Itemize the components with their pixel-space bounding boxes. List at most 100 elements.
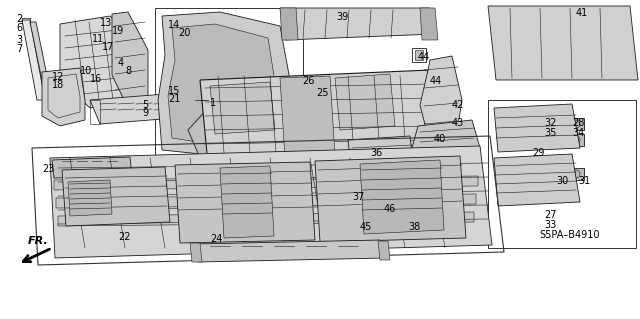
Polygon shape bbox=[340, 190, 362, 216]
Polygon shape bbox=[30, 22, 52, 100]
Text: 36: 36 bbox=[370, 148, 382, 158]
Text: 15: 15 bbox=[168, 86, 180, 96]
Polygon shape bbox=[58, 212, 474, 226]
Bar bbox=[427, 72, 435, 82]
Text: 37: 37 bbox=[352, 192, 364, 202]
Polygon shape bbox=[348, 136, 416, 194]
Text: 13: 13 bbox=[100, 18, 112, 28]
Circle shape bbox=[543, 18, 559, 34]
Circle shape bbox=[356, 220, 368, 232]
Text: 33: 33 bbox=[544, 220, 556, 230]
Polygon shape bbox=[56, 194, 476, 208]
Bar bbox=[415, 50, 423, 60]
Text: 16: 16 bbox=[90, 74, 102, 84]
Text: 34: 34 bbox=[572, 128, 584, 138]
Text: 26: 26 bbox=[302, 76, 314, 86]
Polygon shape bbox=[42, 68, 85, 126]
Text: 44: 44 bbox=[418, 52, 430, 62]
Polygon shape bbox=[195, 240, 385, 262]
Bar bbox=[568, 134, 584, 146]
Polygon shape bbox=[280, 8, 298, 40]
Text: 8: 8 bbox=[125, 66, 131, 76]
Polygon shape bbox=[62, 167, 170, 226]
Circle shape bbox=[573, 12, 601, 40]
Text: 10: 10 bbox=[80, 66, 92, 76]
Circle shape bbox=[537, 12, 565, 40]
Text: 11: 11 bbox=[92, 34, 104, 44]
Polygon shape bbox=[432, 144, 468, 174]
Polygon shape bbox=[378, 216, 414, 234]
Polygon shape bbox=[60, 16, 140, 108]
Polygon shape bbox=[315, 156, 466, 242]
Text: 31: 31 bbox=[578, 176, 590, 186]
Text: 22: 22 bbox=[118, 232, 131, 242]
Text: 40: 40 bbox=[434, 134, 446, 144]
Text: 25: 25 bbox=[316, 88, 328, 98]
Text: 30: 30 bbox=[556, 176, 568, 186]
Polygon shape bbox=[90, 88, 250, 124]
Bar bbox=[424, 70, 438, 84]
Text: 7: 7 bbox=[16, 44, 22, 54]
Bar bbox=[373, 202, 383, 210]
Text: 19: 19 bbox=[112, 26, 124, 36]
Text: 21: 21 bbox=[168, 94, 180, 104]
Polygon shape bbox=[280, 76, 336, 174]
Polygon shape bbox=[494, 104, 580, 152]
Polygon shape bbox=[54, 176, 478, 190]
Text: 24: 24 bbox=[210, 234, 222, 244]
Circle shape bbox=[501, 12, 529, 40]
Text: 28: 28 bbox=[572, 118, 584, 128]
Text: 29: 29 bbox=[532, 148, 545, 158]
Text: 6: 6 bbox=[16, 23, 22, 33]
Text: 18: 18 bbox=[52, 80, 64, 90]
Bar bbox=[568, 168, 584, 180]
Polygon shape bbox=[280, 8, 435, 40]
Text: 41: 41 bbox=[576, 8, 588, 18]
Text: 42: 42 bbox=[452, 100, 465, 110]
Polygon shape bbox=[22, 20, 45, 100]
Polygon shape bbox=[52, 157, 132, 178]
Bar bbox=[155, 8, 303, 188]
Text: 4: 4 bbox=[118, 58, 124, 68]
Text: 20: 20 bbox=[178, 28, 190, 38]
Text: 1: 1 bbox=[210, 98, 216, 108]
Circle shape bbox=[507, 18, 523, 34]
Bar bbox=[488, 100, 636, 248]
Text: 35: 35 bbox=[544, 128, 556, 138]
Text: 27: 27 bbox=[544, 210, 557, 220]
Polygon shape bbox=[210, 82, 275, 134]
Text: S5PA–B4910: S5PA–B4910 bbox=[540, 230, 600, 240]
Text: 32: 32 bbox=[544, 118, 556, 128]
Polygon shape bbox=[335, 74, 395, 130]
Polygon shape bbox=[220, 166, 274, 238]
Polygon shape bbox=[175, 162, 315, 243]
Bar bbox=[370, 200, 386, 212]
Polygon shape bbox=[50, 146, 492, 258]
Polygon shape bbox=[112, 12, 148, 112]
Circle shape bbox=[375, 191, 385, 201]
Polygon shape bbox=[190, 243, 202, 262]
Text: 38: 38 bbox=[408, 222, 420, 232]
Polygon shape bbox=[378, 241, 390, 260]
Text: 46: 46 bbox=[384, 204, 396, 214]
Polygon shape bbox=[360, 160, 444, 234]
Text: 14: 14 bbox=[168, 20, 180, 30]
Bar bbox=[356, 196, 384, 212]
Bar bbox=[568, 118, 584, 130]
Text: 23: 23 bbox=[42, 164, 54, 174]
Polygon shape bbox=[188, 96, 278, 162]
Polygon shape bbox=[494, 154, 580, 206]
Text: 9: 9 bbox=[142, 108, 148, 118]
Text: 2: 2 bbox=[16, 14, 22, 24]
Text: 45: 45 bbox=[360, 222, 372, 232]
Text: 43: 43 bbox=[452, 118, 464, 128]
Text: 44: 44 bbox=[430, 76, 442, 86]
Text: 39: 39 bbox=[336, 12, 348, 22]
Polygon shape bbox=[412, 120, 480, 168]
Circle shape bbox=[579, 18, 595, 34]
Polygon shape bbox=[488, 6, 638, 80]
Polygon shape bbox=[420, 56, 462, 152]
Polygon shape bbox=[168, 24, 275, 144]
Text: 3: 3 bbox=[16, 35, 22, 45]
Text: FR.: FR. bbox=[28, 236, 49, 246]
